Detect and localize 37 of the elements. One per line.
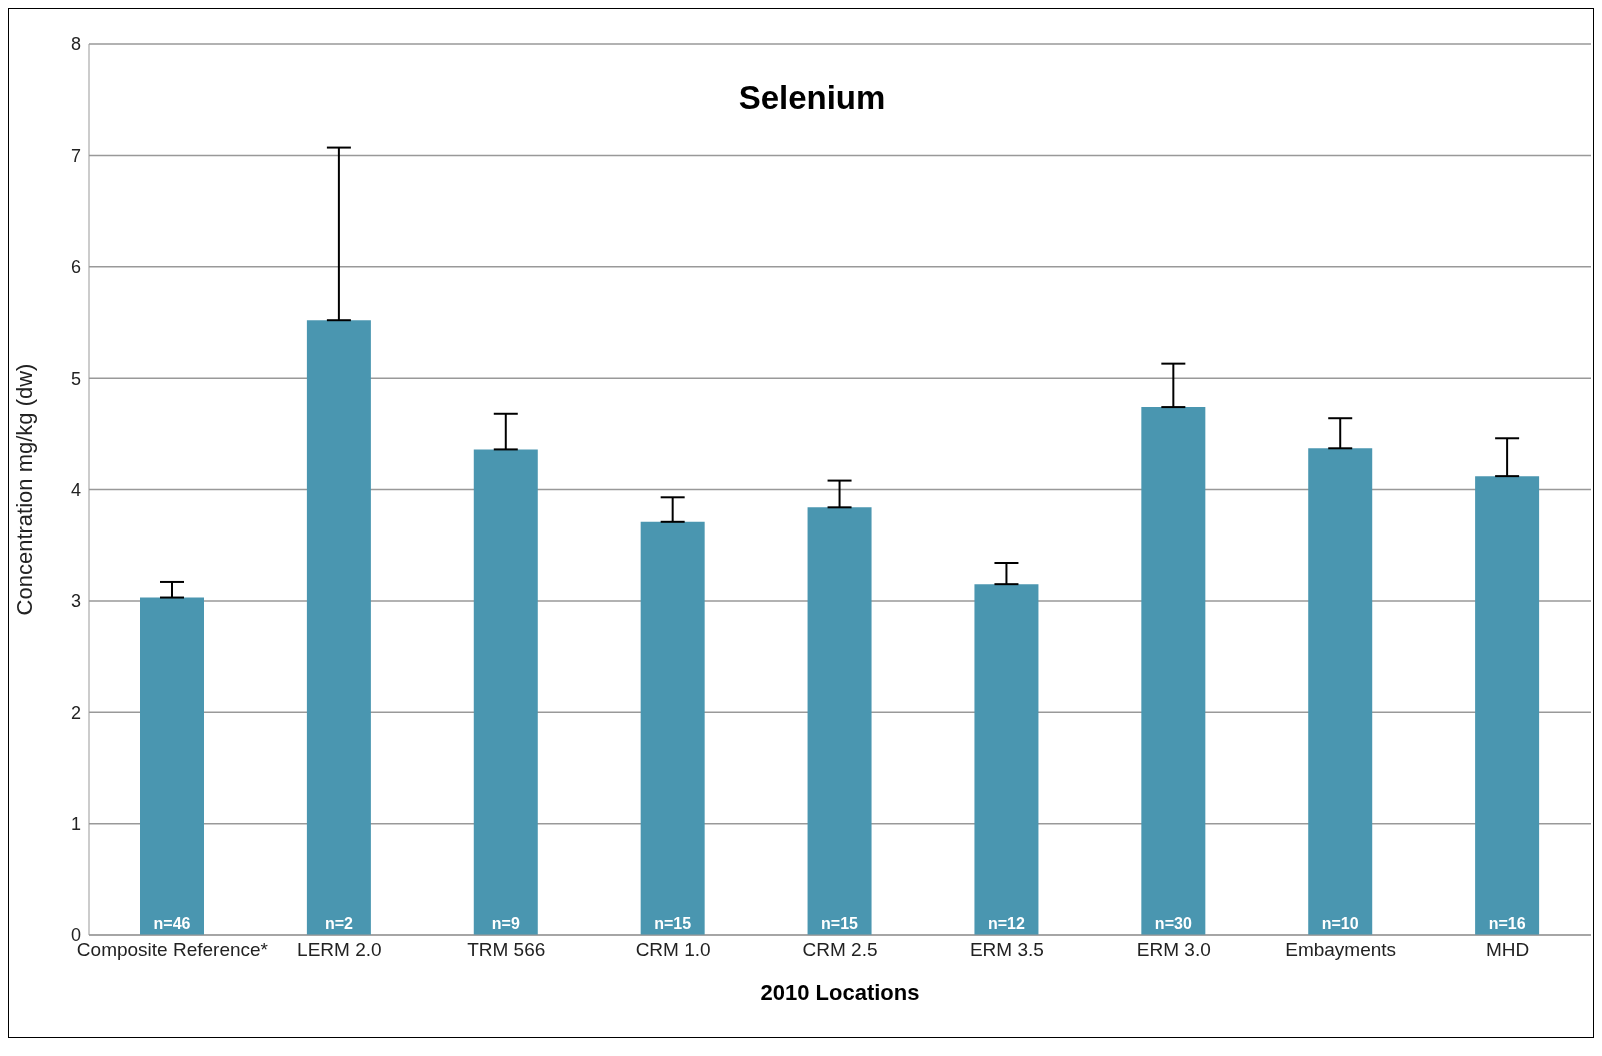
x-tick-label: CRM 1.0 [635,939,711,961]
annotation: n=30 [1154,915,1192,932]
text: Selenium [737,79,887,117]
x-tick-label: MHD [1485,939,1530,961]
bar [1475,476,1540,935]
bar [640,521,705,935]
x-axis-title: 2010 Locations [760,980,920,1005]
x-tick-label: CRM 2.5 [802,939,878,961]
bar [1141,407,1206,935]
annotation: n=46 [153,915,191,932]
x-tick-label: Embayments [1285,939,1397,961]
y-axis-title: Concentration mg/kg (dw) [11,363,37,616]
x-tick-label: LERM 2.0 [297,939,382,961]
y-tick-label: 3 [70,591,81,612]
y-tick-label: 5 [70,368,81,389]
bar [306,320,371,935]
annotation: n=2 [324,915,353,932]
annotation: n=12 [987,915,1025,932]
bar [807,507,872,935]
annotation: n=15 [821,915,859,932]
bar [140,597,204,935]
y-tick-label: 4 [70,479,81,500]
annotation: n=10 [1321,915,1359,932]
annotation: n=9 [491,915,520,932]
x-tick-label: TRM 566 [467,939,546,961]
y-tick-label: 6 [70,257,81,278]
bar [473,449,538,935]
bar [1308,448,1373,935]
bar [974,584,1039,935]
annotation: n=16 [1488,915,1526,932]
y-tick-label: 8 [70,34,81,55]
x-tick-label: ERM 3.0 [1136,939,1211,961]
y-tick-label: 2 [70,702,81,723]
y-tick-label: 1 [70,814,81,835]
y-tick-label: 7 [70,145,81,166]
x-tick-label: ERM 3.5 [969,939,1044,961]
annotation: n=15 [654,915,692,932]
